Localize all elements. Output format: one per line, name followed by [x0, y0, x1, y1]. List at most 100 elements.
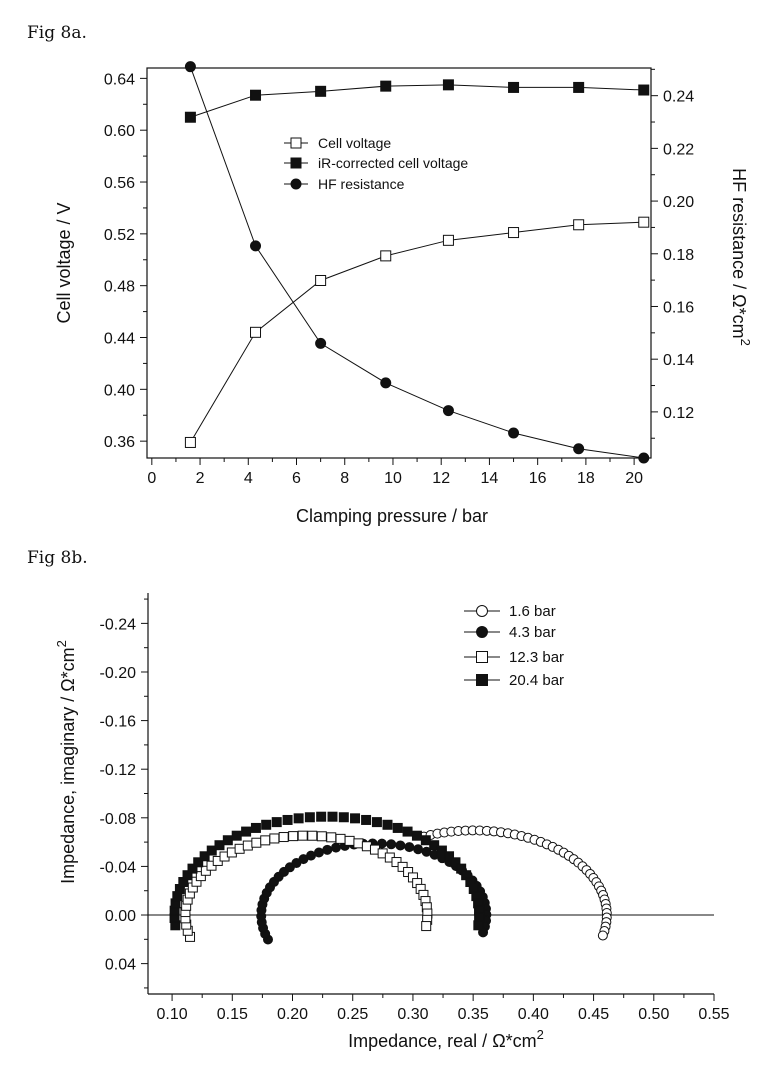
data-point	[278, 832, 289, 843]
data-point	[338, 812, 349, 823]
data-point	[508, 81, 520, 93]
legend-marker	[476, 651, 488, 663]
data-point	[184, 111, 196, 123]
y-tick-label: 0.60	[104, 123, 135, 140]
x-tick-label: 4	[244, 470, 253, 487]
data-point	[386, 839, 397, 850]
data-point	[260, 835, 271, 846]
data-point	[250, 822, 261, 833]
data-point	[382, 819, 393, 830]
data-point	[293, 813, 304, 824]
data-point	[195, 871, 206, 882]
data-point	[307, 830, 318, 841]
y-tick-label: 0.44	[104, 331, 135, 348]
data-point	[206, 845, 217, 856]
y2-axis-title-main: HF resistance / Ω*cm	[729, 168, 749, 339]
x-tick-label: 0	[147, 470, 156, 487]
y-axis-title: Impedance, imaginary / Ω*cm2	[54, 640, 78, 884]
x-tick-label: 6	[292, 470, 301, 487]
y-tick-label: -0.04	[100, 859, 137, 876]
x-tick-label: 10	[384, 470, 402, 487]
chart-8a: 0 2 4 6 8 10 12 14 16 18 20 0.36 0.40 0.44 0.48 0.52 0.5…	[54, 61, 753, 526]
y-tick-label: -0.08	[100, 811, 137, 828]
y2-tick-label: 0.22	[663, 141, 694, 158]
data-point	[250, 89, 262, 101]
data-point	[573, 443, 585, 455]
data-point	[184, 436, 196, 448]
y-tick-label: -0.20	[100, 665, 137, 682]
x-tick-label: 0.45	[578, 1006, 609, 1023]
legend-marker	[290, 157, 302, 169]
x-tick-label: 0.30	[397, 1006, 428, 1023]
data-point	[429, 840, 440, 851]
series-line	[190, 84, 644, 118]
data-point	[282, 814, 293, 825]
data-point	[335, 833, 346, 844]
y2-tick-label: 0.14	[663, 352, 694, 369]
x-axis-title-sup: 2	[537, 1027, 544, 1042]
legend-marker	[476, 626, 488, 638]
y2-tick-label: 0.24	[663, 89, 694, 106]
data-point	[597, 930, 608, 941]
data-point	[261, 819, 272, 830]
y2-axis-title-sup: 2	[738, 339, 753, 346]
data-point	[316, 811, 327, 822]
data-point	[413, 844, 424, 855]
data-point	[288, 831, 299, 842]
data-point	[251, 837, 262, 848]
data-point	[473, 920, 484, 931]
data-point	[508, 227, 520, 239]
legend-label: 12.3 bar	[509, 649, 564, 666]
data-point	[442, 79, 454, 91]
series-line	[189, 221, 644, 443]
data-point	[371, 817, 382, 828]
data-point	[315, 274, 327, 286]
data-point	[380, 377, 392, 389]
y-tick-label: 0.36	[104, 434, 135, 451]
plot-frame-8a	[146, 67, 652, 459]
data-point	[271, 817, 282, 828]
data-point	[350, 813, 361, 824]
data-point	[315, 337, 327, 349]
data-point	[421, 921, 432, 932]
data-point	[638, 452, 650, 464]
data-point	[316, 831, 327, 842]
y2-tick-label: 0.12	[663, 405, 694, 422]
data-point	[327, 811, 338, 822]
data-point	[442, 405, 454, 417]
data-point	[380, 80, 392, 92]
data-point	[508, 427, 520, 439]
legend-marker	[290, 178, 302, 190]
legend-label: Cell voltage	[318, 135, 391, 151]
data-point	[573, 219, 585, 231]
data-point	[322, 844, 333, 855]
data-point	[241, 826, 252, 837]
legend-marker	[476, 674, 488, 686]
x-tick-label: 12	[432, 470, 450, 487]
data-point	[638, 84, 650, 96]
x-axis-title-main: Impedance, real / Ω*cm	[348, 1031, 537, 1051]
x-tick-label: 0.40	[518, 1006, 549, 1023]
x-tick-label: 18	[577, 470, 595, 487]
y-tick-label: 0.40	[104, 382, 135, 399]
legend-label: 1.6 bar	[509, 603, 556, 620]
data-point	[573, 81, 585, 93]
x-axis-title: Impedance, real / Ω*cm2	[348, 1027, 544, 1051]
legend-marker	[290, 137, 302, 149]
y-axis-title-sup: 2	[54, 640, 69, 647]
data-point	[392, 822, 403, 833]
data-point	[330, 842, 341, 853]
legend-label: HF resistance	[318, 176, 405, 192]
data-point	[395, 840, 406, 851]
x-tick-label: 0.10	[157, 1006, 188, 1023]
data-point	[436, 845, 447, 856]
x-tick-label: 0.50	[638, 1006, 669, 1023]
y-axis-title: Cell voltage / V	[54, 202, 74, 323]
data-point	[297, 830, 308, 841]
x-axis-title: Clamping pressure / bar	[296, 506, 488, 526]
y-tick-label: 0.52	[104, 227, 135, 244]
data-point	[444, 851, 455, 862]
y2-tick-label: 0.18	[663, 247, 694, 264]
chart-8b: 0.10 0.15 0.20 0.25 0.30 0.35 0.40 0.45 0.50 0.55…	[54, 593, 730, 1051]
